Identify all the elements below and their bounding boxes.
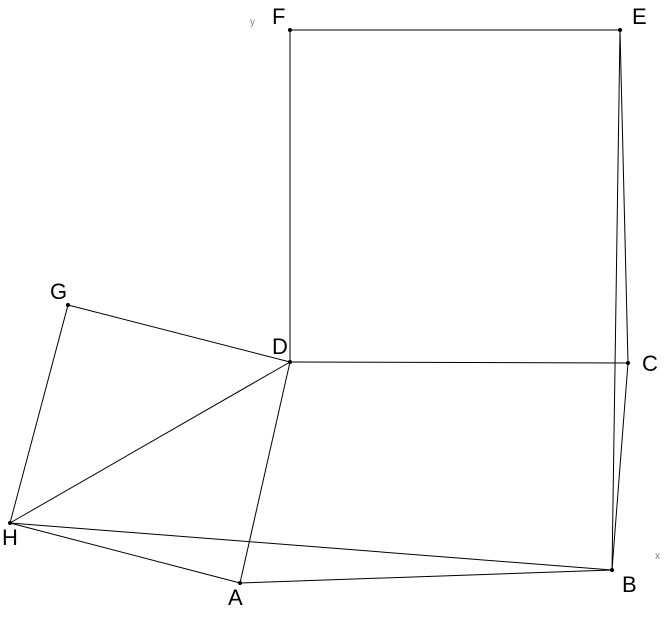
axis-labels-layer: yx [250, 17, 660, 562]
vertices-layer [8, 28, 630, 585]
edge-H-D [10, 362, 290, 523]
vertex-C [626, 361, 630, 365]
label-E: E [632, 4, 647, 29]
edges-layer [10, 30, 628, 583]
axis-label-y: y [250, 17, 255, 28]
edge-B-E [612, 30, 620, 570]
edge-C-D [290, 362, 628, 363]
vertex-B [610, 568, 614, 572]
vertex-E [618, 28, 622, 32]
vertex-D [288, 360, 292, 364]
edge-G-H [10, 305, 68, 523]
edge-C-E [620, 30, 628, 363]
vertex-F [288, 28, 292, 32]
label-A: A [228, 585, 243, 610]
axis-label-x: x [655, 551, 660, 562]
geometry-diagram: ABCDEFGH yx [0, 0, 667, 624]
label-C: C [642, 351, 658, 376]
label-D: D [272, 334, 288, 359]
edge-A-B [240, 570, 612, 583]
label-B: B [622, 572, 637, 597]
edge-D-G [68, 305, 290, 362]
edge-D-A [240, 362, 290, 583]
labels-layer: A B C D E F G H [2, 4, 658, 610]
label-F: F [272, 4, 285, 29]
label-H: H [2, 525, 18, 550]
label-G: G [50, 279, 67, 304]
